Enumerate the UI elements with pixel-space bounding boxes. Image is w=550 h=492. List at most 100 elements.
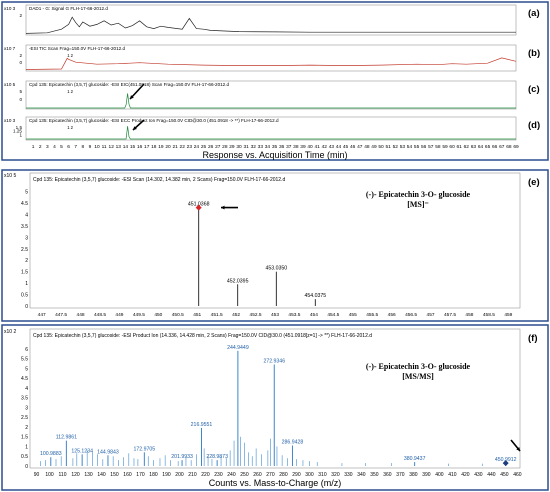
- spectrum-y-tick-e: 0: [25, 304, 28, 310]
- spectrum-y-tick-f: 6: [25, 347, 28, 353]
- x-tick-label: 63: [471, 144, 477, 150]
- x-tick-label: 14: [123, 144, 129, 150]
- y-exponent-2: x10 5: [4, 82, 16, 87]
- spectrum-x-tick-f: 380: [409, 472, 418, 478]
- spectrum-x-tick-f: 410: [448, 472, 457, 478]
- spectrum-x-tick-f: 180: [149, 472, 158, 478]
- peak-label-f: 125.1234: [71, 448, 93, 454]
- peak-arrow-d-head: [133, 126, 137, 130]
- x-tick-label: 44: [336, 144, 342, 150]
- tic-group-frame: [1, 1, 549, 161]
- spectrum-panel-label-e: (e): [528, 177, 540, 188]
- spectrum-frame-e: [29, 172, 521, 309]
- spectrum-y-tick-e: 0.5: [21, 293, 28, 299]
- peak-label-f: 286.9428: [282, 440, 304, 446]
- x-tick-label: 57: [428, 144, 434, 150]
- spectrum-x-tick-f: 250: [240, 472, 249, 478]
- spectrum-x-tick-e: 450.5: [172, 312, 184, 318]
- x-tick-label: 62: [464, 144, 470, 150]
- spectrum-y-tick-f: 1.5: [21, 435, 28, 441]
- spectrum-x-tick-f: 130: [84, 472, 93, 478]
- spectrum-x-tick-f: 110: [59, 472, 67, 478]
- x-tick-label: 15: [130, 144, 136, 150]
- x-tick-label: 10: [94, 144, 100, 150]
- peak-marker-label-2: 1 2: [67, 89, 73, 94]
- annotation-mode-f: [MS/MS]: [402, 372, 434, 381]
- spectrum-x-tick-f: 370: [396, 472, 405, 478]
- spectrum-x-tick-f: 300: [305, 472, 314, 478]
- spectrum-x-tick-f: 430: [474, 472, 483, 478]
- x-tick-label: 34: [265, 144, 271, 150]
- x-tick-label: 68: [506, 144, 512, 150]
- x-tick-label: 8: [81, 144, 84, 150]
- spectrum-x-tick-e: 451: [193, 312, 201, 318]
- spectrum-y-tick-e: 3.5: [21, 224, 28, 230]
- spectrum-x-tick-f: 170: [136, 472, 145, 478]
- peak-label-f: 450.9912: [495, 457, 517, 463]
- spectrum-x-tick-e: 452: [232, 312, 240, 318]
- spectrum-x-tick-e: 449: [115, 312, 123, 318]
- spectrum-x-tick-f: 360: [383, 472, 392, 478]
- panel-frame-0: [25, 4, 517, 36]
- panel-label-1: (b): [528, 48, 540, 59]
- x-tick-label: 58: [435, 144, 441, 150]
- spectrum-x-tick-f: 140: [97, 472, 106, 478]
- peak-label-f: 380.9437: [404, 456, 426, 462]
- peak-label-f: 216.9551: [191, 422, 213, 428]
- spectrum-frame-f: [29, 328, 521, 469]
- spectrum-y-tick-e: 4: [25, 212, 28, 218]
- x-tick-label: 61: [457, 144, 463, 150]
- series-trace-2: [26, 93, 516, 109]
- peak-label-e: 454.0375: [305, 293, 327, 299]
- x-tick-label: 28: [222, 144, 228, 150]
- x-tick-label: 60: [449, 144, 455, 150]
- precursor-arrow-f-head: [516, 447, 520, 451]
- spectrum-y-tick-f: 2: [25, 425, 28, 431]
- x-tick-label: 1: [32, 144, 35, 150]
- y-exponent-1: x10 7: [4, 46, 16, 51]
- peak-marker-label-1: 1 2: [67, 53, 73, 58]
- spectrum-x-tick-e: 448: [77, 312, 85, 318]
- spectrum-x-tick-f: 270: [266, 472, 275, 478]
- peak-label-e: 451.0368: [188, 202, 210, 208]
- panel-title-2: Cpd 135: Epicatechin (3,5,7) glucoside: …: [29, 82, 230, 87]
- spectrum-y-tick-f: 2.5: [21, 415, 28, 421]
- y-tick-label-3: 1.5: [16, 125, 23, 130]
- precursor-arrow-head: [221, 205, 225, 210]
- x-tick-label: 17: [144, 144, 150, 150]
- spectrum-x-tick-f: 340: [357, 472, 366, 478]
- panel-label-2: (c): [528, 84, 540, 95]
- peak-label-f: 100.9883: [40, 451, 62, 457]
- x-tick-label: 9: [89, 144, 92, 150]
- spectrum-x-tick-f: 280: [279, 472, 288, 478]
- x-tick-label: 55: [414, 144, 420, 150]
- y-tick-label-1: 0: [19, 60, 22, 65]
- y-tick-label-3: 1.25: [13, 129, 22, 134]
- x-tick-label: 29: [229, 144, 235, 150]
- spectrum-y-tick-e: 2.5: [21, 247, 28, 253]
- x-tick-label: 6: [67, 144, 70, 150]
- x-tick-label: 56: [421, 144, 427, 150]
- series-trace-3: [26, 126, 516, 140]
- annotation-compound-f: (-)- Epicatechin 3-O- glucoside: [366, 362, 471, 371]
- x-tick-label: 51: [386, 144, 392, 150]
- y-exponent-0: x10 3: [4, 6, 16, 11]
- spectrum-x-tick-f: 200: [175, 472, 184, 478]
- spectrum-y-tick-e: 3: [25, 235, 28, 241]
- x-tick-label: 46: [350, 144, 356, 150]
- peak-label-f: 112.9861: [56, 435, 77, 441]
- spectrum-y-tick-f: 5: [25, 366, 28, 372]
- spectrum-title-e: Cpd 135: Epicatechin (3,5,7) glucoside: …: [33, 177, 285, 183]
- peak-label-f: 244.9449: [227, 345, 249, 351]
- spectrum-x-tick-f: 440: [487, 472, 496, 478]
- spectrum-x-tick-f: 100: [45, 472, 54, 478]
- x-tick-label: 65: [485, 144, 491, 150]
- spectrum-x-tick-e: 453: [271, 312, 279, 318]
- x-tick-label: 66: [492, 144, 498, 150]
- spectrum-x-tick-f: 420: [461, 472, 470, 478]
- y-exponent-3: x10 3: [4, 118, 16, 123]
- spectrum-y-tick-e: 1.5: [21, 270, 28, 276]
- scan-group-frame: [1, 169, 549, 322]
- panel-label-3: (d): [528, 120, 540, 131]
